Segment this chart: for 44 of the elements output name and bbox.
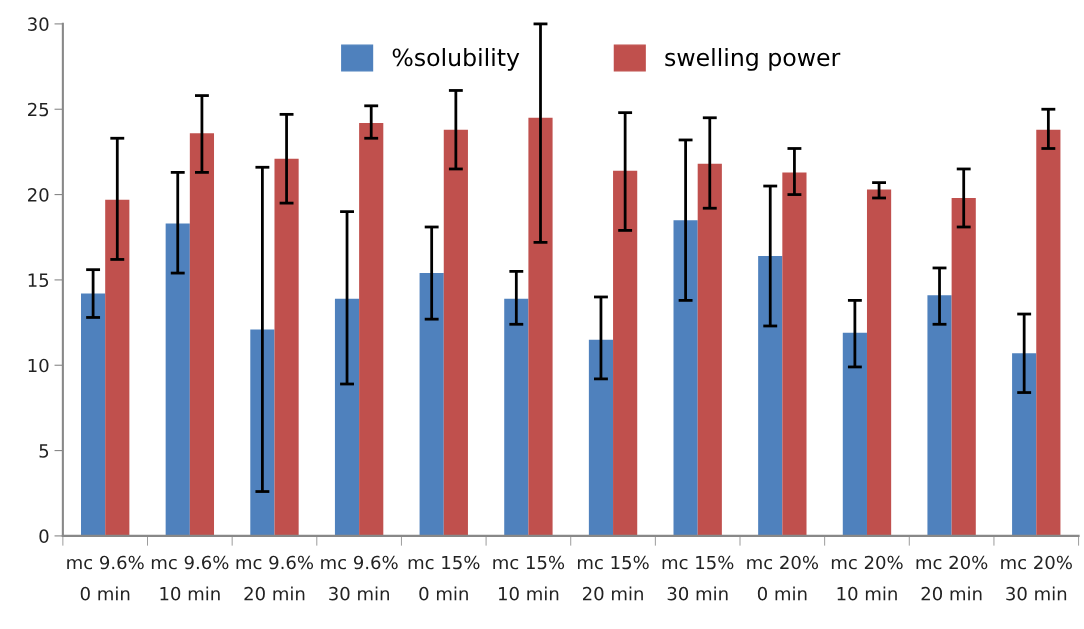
x-tick-label: mc 20% 30 min [1001,555,1072,601]
x-tick-label: mc 15% 30 min [662,555,734,601]
x-tick-label: mc 9.6% 10 min [151,555,229,601]
bar [673,220,698,536]
bar [189,133,215,536]
x-tick-label: mc 20% 0 min [747,555,819,601]
bar [1012,353,1037,536]
bar [443,129,468,536]
x-tick-label: mc 15% 0 min [408,555,480,601]
bar [951,197,976,536]
bar [274,158,299,536]
bar [359,122,384,536]
x-tick-label: mc 20% 10 min [831,555,903,601]
bar [782,172,807,536]
y-tick-label: 15 [28,273,49,288]
bar [588,339,614,536]
bar [334,298,360,536]
bar [504,298,529,536]
bar [165,223,190,536]
bar [842,332,867,536]
y-tick-label: 30 [28,17,49,32]
legend-label: %solubility [392,47,520,71]
bar [927,295,952,536]
bar [528,117,553,536]
x-tick-label: mc 15% 20 min [577,555,649,601]
legend-label: swelling power [665,47,841,71]
bar [105,199,130,536]
x-tick-label: mc 9.6% 0 min [67,555,144,601]
bar [1036,129,1061,536]
x-tick-label: mc 20% 20 min [916,555,988,601]
bar [758,256,783,536]
x-tick-label: mc 9.6% 30 min [321,555,398,601]
x-tick-label: mc 9.6% 20 min [236,555,314,601]
bar [81,293,106,536]
bar [419,273,444,536]
y-tick-label: 20 [28,188,49,202]
x-tick-label: mc 15% 10 min [493,555,565,601]
bar [613,170,638,536]
y-tick-label: 25 [28,102,49,117]
bar [697,163,722,536]
y-tick-label: 5 [39,444,49,458]
y-tick-label: 10 [28,358,49,373]
bar [866,189,892,536]
y-tick-label: 0 [39,529,49,544]
